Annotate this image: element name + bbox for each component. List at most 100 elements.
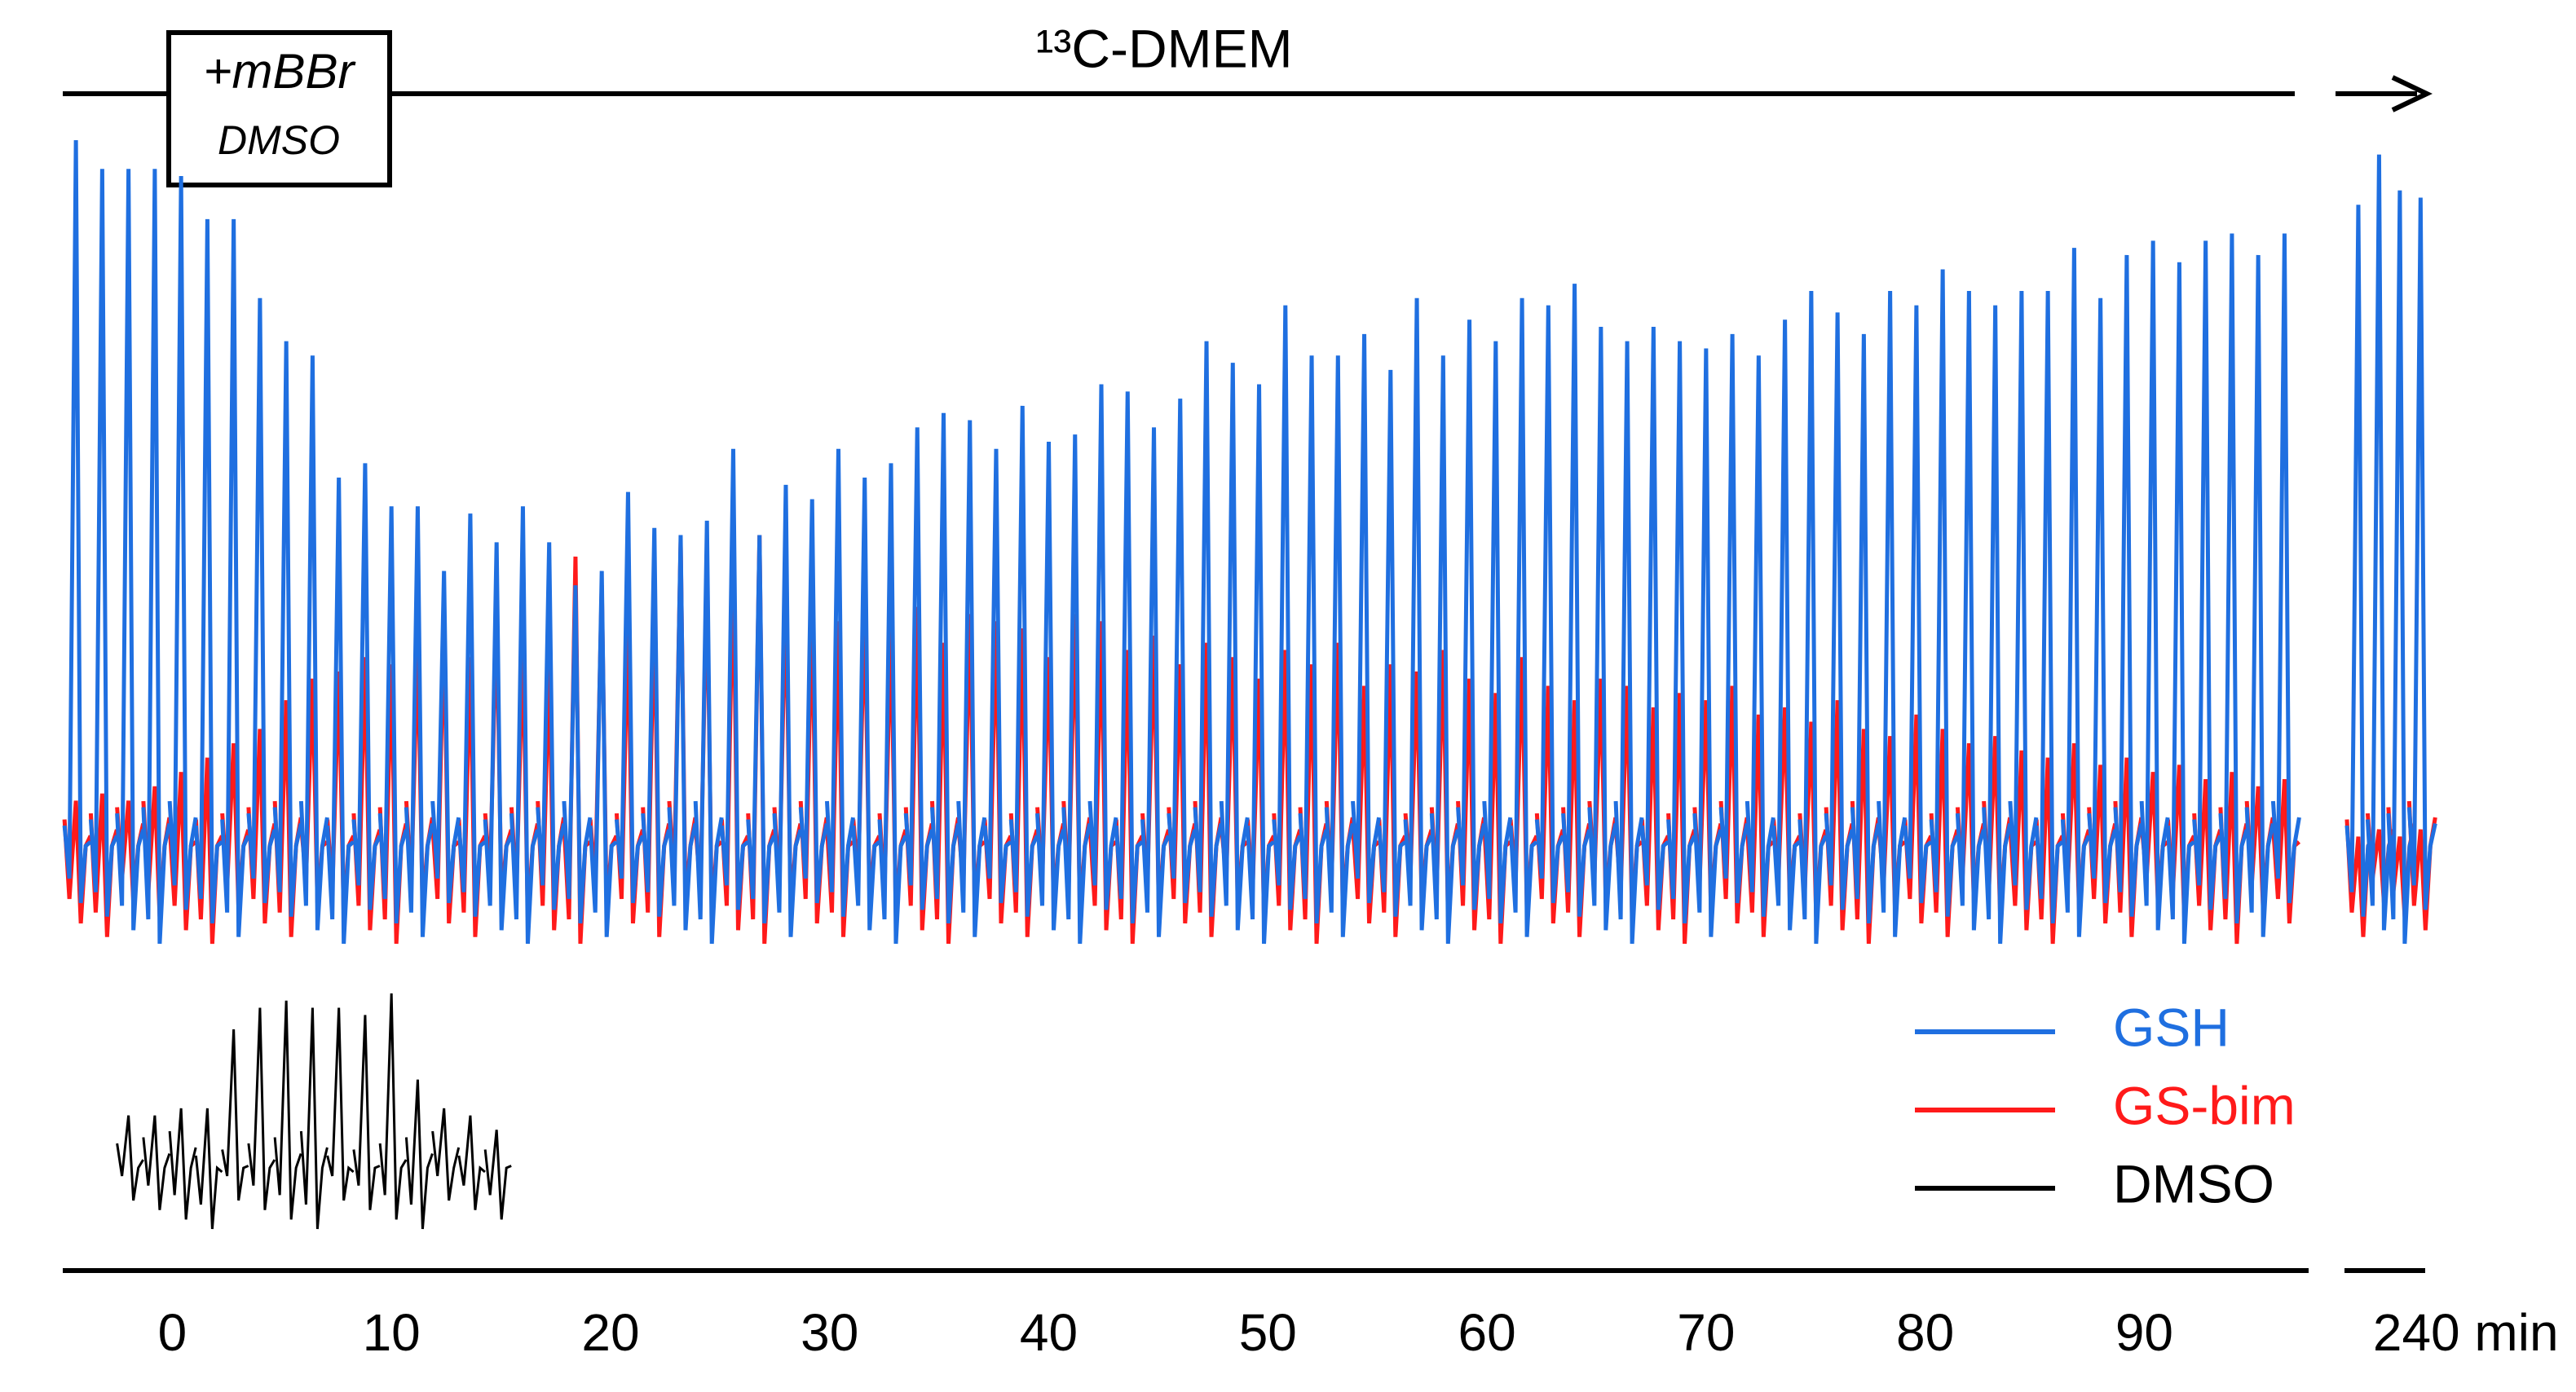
spike (1745, 355, 1775, 917)
vehicle-label: DMSO (218, 117, 340, 163)
spike (457, 1115, 486, 1210)
spike (1877, 290, 1908, 937)
spike (457, 513, 487, 917)
spike (1692, 348, 1723, 937)
spike (1298, 355, 1329, 924)
spike (2244, 254, 2275, 937)
spike (193, 218, 223, 924)
spike (1008, 405, 1039, 917)
spike (1903, 305, 1933, 904)
spike (247, 1007, 276, 1210)
spike (141, 169, 172, 945)
treatment-label: +mBBr (203, 44, 355, 99)
spike (824, 448, 855, 917)
spike (246, 297, 277, 904)
spike (719, 448, 750, 910)
spike (2192, 240, 2222, 910)
spike (2406, 197, 2437, 910)
spike (404, 1079, 434, 1230)
spike (877, 463, 908, 945)
spike (273, 1000, 302, 1220)
spike (299, 1007, 329, 1230)
spike (667, 535, 698, 931)
spike (2034, 290, 2064, 924)
spike (1272, 305, 1303, 910)
spike (116, 1115, 144, 1201)
x-tick-label: 20 (581, 1303, 639, 1362)
spike (168, 1108, 197, 1220)
spike (2165, 262, 2196, 945)
spike (982, 448, 1012, 904)
x-tick-label: 50 (1239, 1303, 1297, 1362)
x-tick-label: 0 (158, 1303, 187, 1362)
spike (326, 1007, 355, 1201)
spike (903, 427, 934, 910)
spike (1061, 434, 1092, 945)
spike (1613, 341, 1644, 945)
spike (536, 542, 567, 910)
spike (1718, 333, 1749, 904)
spike (641, 527, 672, 917)
spike (483, 1130, 512, 1220)
spike (2060, 248, 2091, 937)
spike (1508, 297, 1538, 937)
spike (430, 570, 461, 904)
legend-label: GSH (2113, 997, 2230, 1057)
spike (2139, 240, 2170, 931)
spike (221, 1029, 249, 1201)
spike (431, 1108, 461, 1201)
spike (2344, 205, 2375, 917)
spike (1534, 305, 1565, 904)
spike (1955, 290, 1986, 931)
spike (1219, 363, 1250, 931)
spike (1403, 297, 1434, 931)
spike (298, 355, 329, 931)
spike (194, 1108, 223, 1230)
spike (115, 169, 146, 931)
spike (62, 139, 92, 904)
spike (1324, 355, 1355, 937)
spike (351, 463, 382, 910)
spike (1035, 441, 1065, 931)
spike (1929, 269, 1960, 917)
spike (588, 570, 618, 937)
spike (1114, 391, 1144, 924)
spike (1561, 284, 1591, 917)
spike (509, 506, 540, 945)
spike (272, 341, 303, 917)
spike (483, 542, 514, 931)
spike (562, 585, 593, 924)
spike (378, 993, 408, 1220)
spike (798, 499, 829, 904)
spike (88, 169, 119, 917)
spike (1587, 327, 1618, 931)
treatment-box (166, 30, 392, 187)
spike (404, 506, 434, 937)
spike (142, 1115, 171, 1210)
x-tick-label: 30 (801, 1303, 858, 1362)
spike (1456, 319, 1487, 910)
spike (693, 520, 724, 945)
x-tick-label: 90 (2115, 1303, 2173, 1362)
spike (2218, 233, 2249, 924)
spike (1140, 427, 1171, 937)
spike (2270, 233, 2301, 904)
spike (930, 412, 960, 924)
spike (956, 420, 987, 937)
spike (614, 491, 645, 904)
medium-label: ¹³C-DMEM (1035, 18, 1292, 78)
spike (1666, 341, 1696, 924)
spike (167, 176, 198, 910)
spike (1087, 384, 1118, 910)
x-tick-label: 240 min (2373, 1303, 2559, 1362)
spike (1982, 305, 2013, 945)
spike (1351, 333, 1382, 904)
x-tick-label: 40 (1020, 1303, 1078, 1362)
spike (2087, 297, 2118, 904)
spike (1429, 355, 1460, 945)
legend-label: GS-bim (2113, 1075, 2296, 1135)
spike (1797, 290, 1828, 945)
x-tick-label: 80 (1896, 1303, 1954, 1362)
spike (1193, 341, 1224, 917)
